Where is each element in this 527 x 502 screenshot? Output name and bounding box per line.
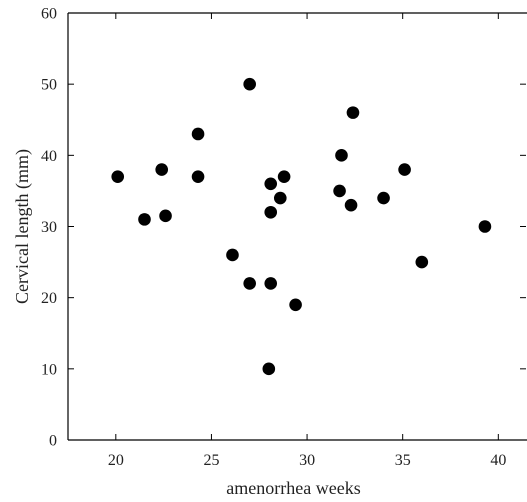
x-tick-label: 35	[395, 452, 411, 469]
y-tick-label: 0	[49, 433, 57, 450]
y-tick-label: 40	[41, 148, 57, 165]
plot-area	[67, 12, 527, 441]
data-point	[191, 127, 205, 141]
y-tick-label: 30	[41, 219, 57, 236]
data-point	[264, 177, 278, 191]
data-point	[226, 248, 239, 262]
y-ticks: 0 10 20 30 40 50 60	[41, 6, 526, 450]
data-point	[478, 220, 492, 233]
x-ticks: 20 25 30 35 40	[108, 13, 506, 469]
y-tick-label: 50	[41, 77, 57, 94]
x-tick-label: 20	[108, 452, 124, 469]
data-point	[111, 170, 125, 183]
data-point	[377, 191, 390, 205]
y-tick-label: 20	[41, 290, 57, 307]
data-point	[289, 298, 302, 312]
y-tick-label: 10	[41, 361, 57, 378]
data-point	[335, 149, 348, 162]
data-point	[138, 213, 151, 226]
x-tick-label: 25	[203, 452, 219, 469]
data-point	[264, 277, 278, 290]
data-point	[346, 106, 360, 119]
data-point	[243, 77, 256, 91]
data-points	[111, 77, 492, 376]
data-point	[262, 362, 276, 376]
data-point	[155, 163, 169, 176]
x-tick-label: 40	[490, 452, 506, 469]
x-tick-label: 30	[299, 452, 315, 469]
data-point	[333, 184, 346, 198]
data-point	[344, 198, 358, 212]
data-point	[277, 170, 291, 183]
y-axis-title: Cervical length (mm)	[12, 149, 33, 304]
data-point	[273, 191, 287, 205]
data-point	[264, 205, 278, 219]
y-tick-label: 60	[41, 6, 57, 23]
x-axis-title: amenorrhea weeks	[226, 478, 360, 498]
data-point	[243, 277, 256, 290]
data-point	[415, 255, 429, 269]
data-point	[159, 209, 172, 223]
data-point	[191, 170, 205, 183]
data-point	[398, 163, 411, 176]
